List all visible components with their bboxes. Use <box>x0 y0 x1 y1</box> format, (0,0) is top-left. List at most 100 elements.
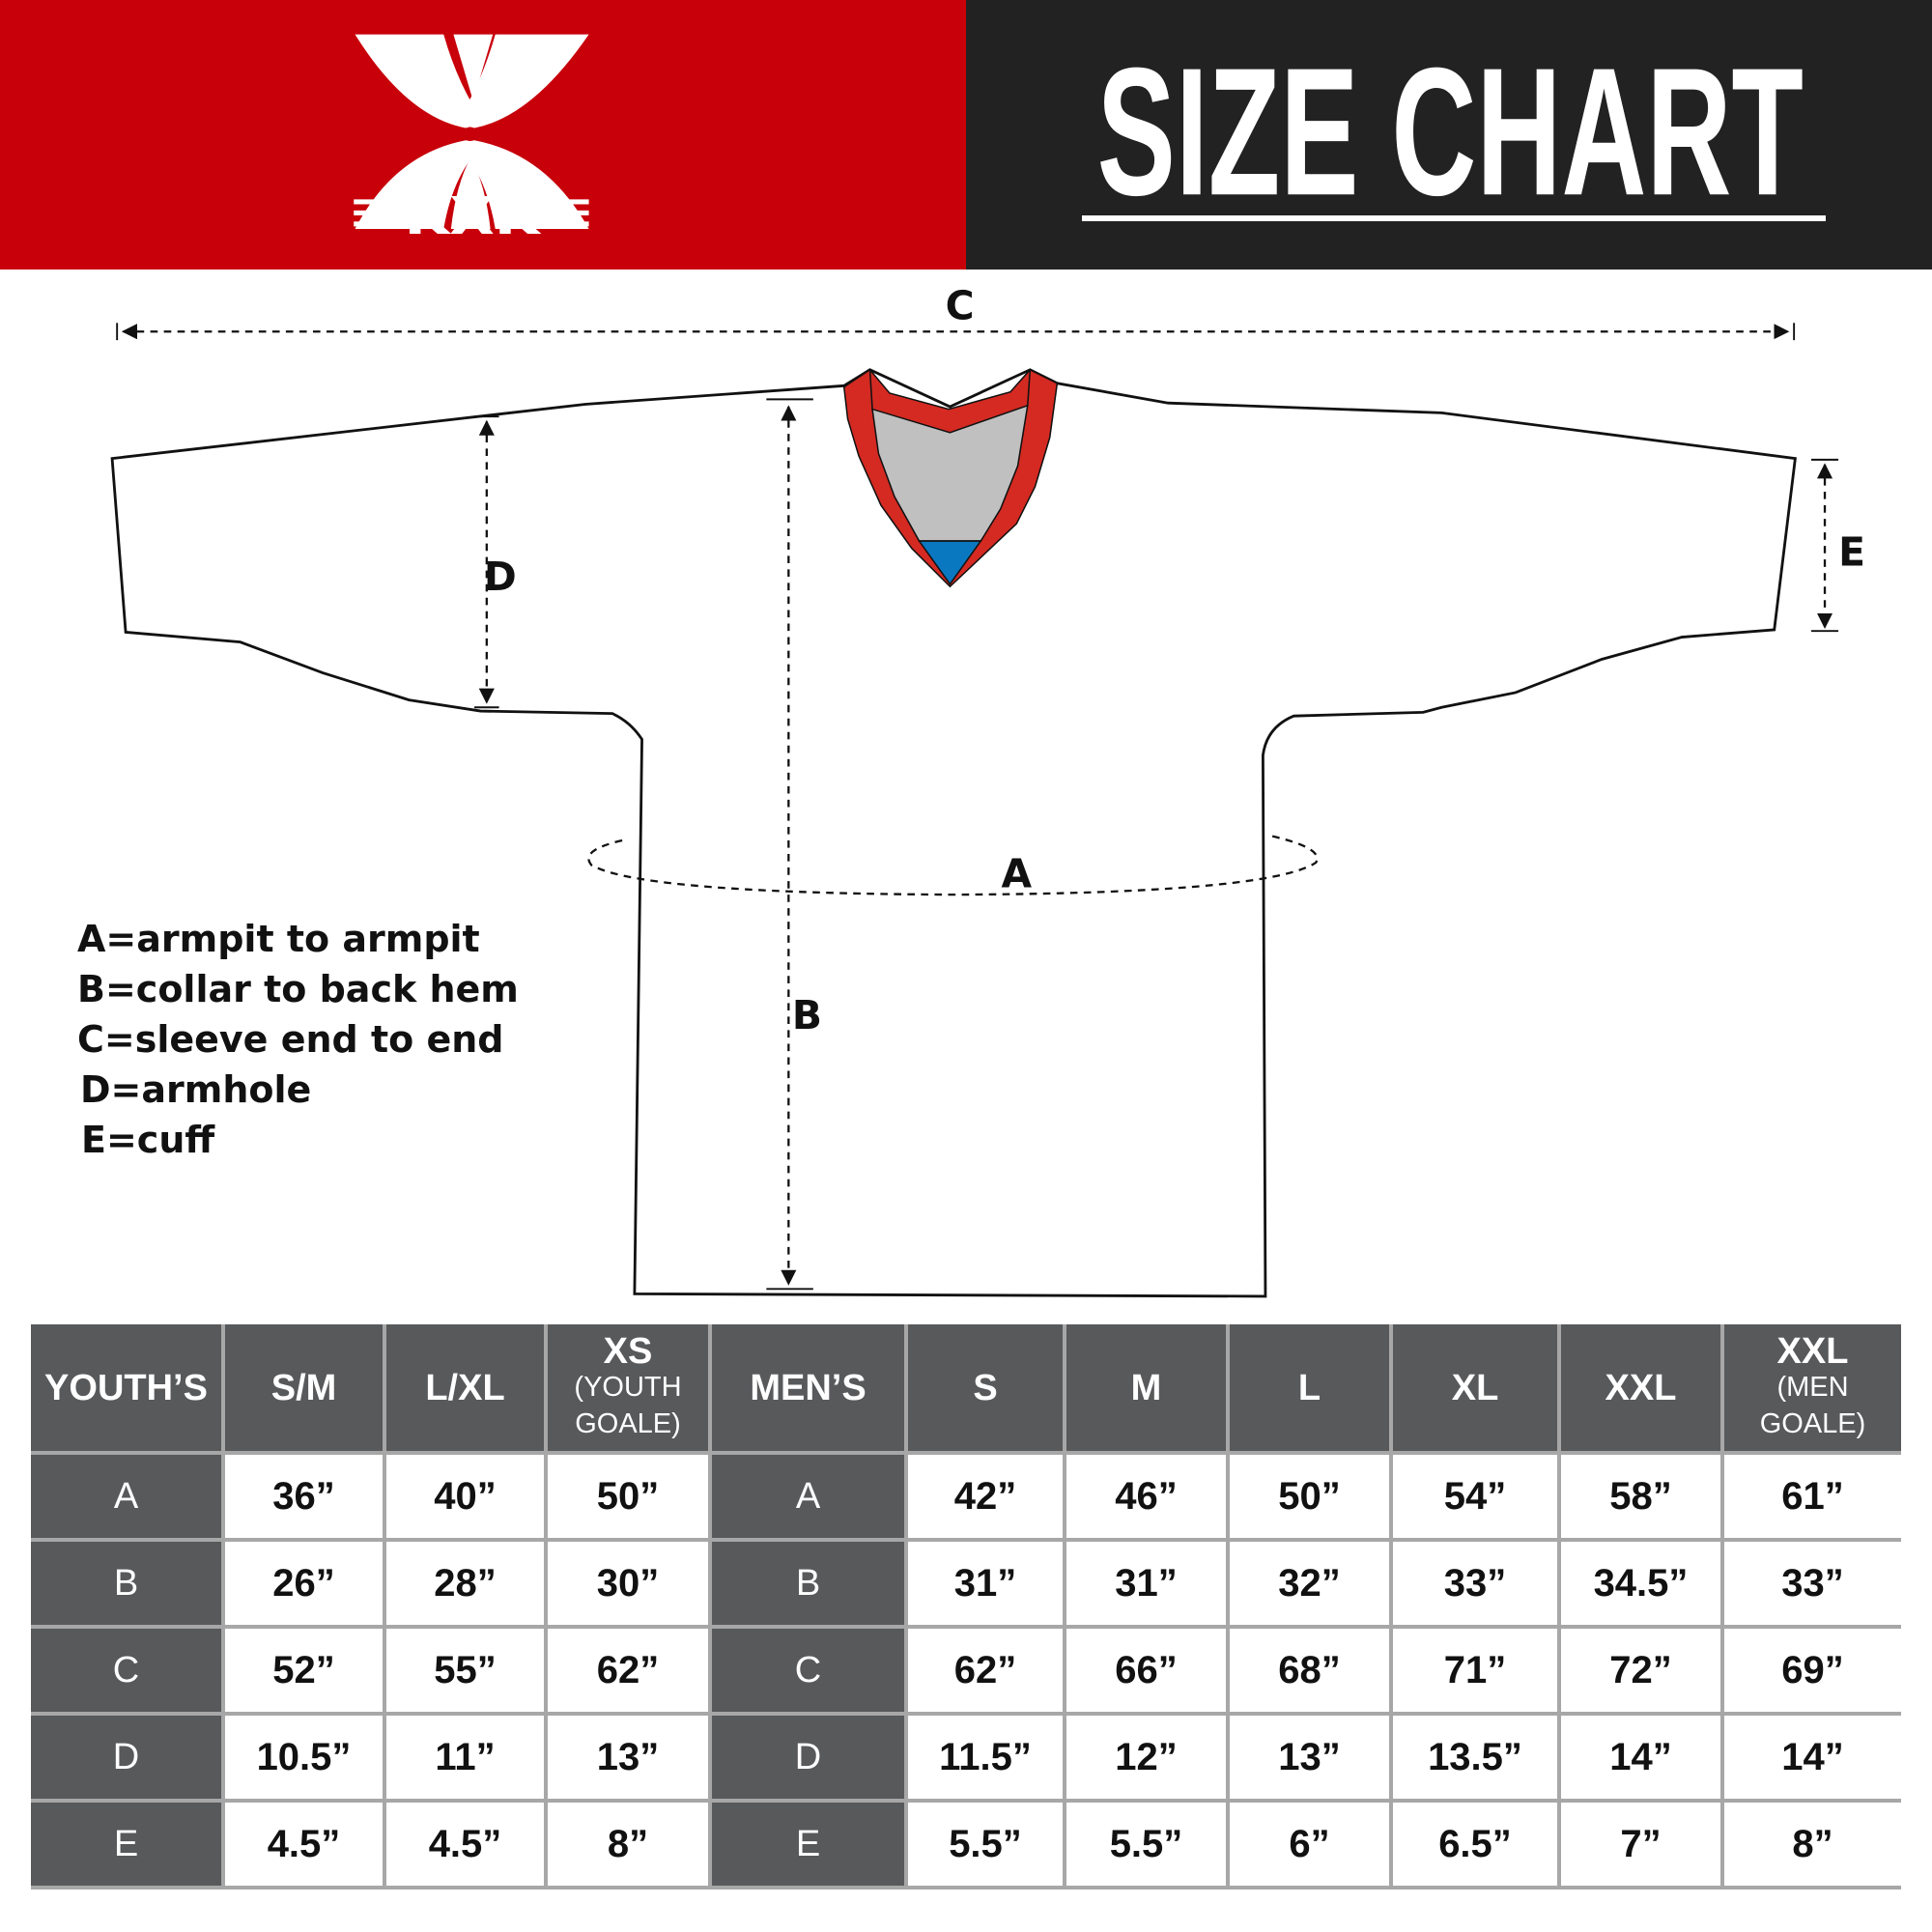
men-value: 42” <box>908 1455 1063 1538</box>
men-value: 11.5” <box>908 1716 1063 1799</box>
men-value: 34.5” <box>1561 1542 1720 1625</box>
size-table: YOUTH’S S/M L/XL XS (YOUTH GOALE) MEN’S S M L XL XX… <box>31 1324 1901 1889</box>
size-label: XXL <box>1605 1367 1677 1408</box>
legend-item: A=armpit to armpit <box>77 918 480 960</box>
brand-banner: KXK <box>0 0 966 270</box>
men-value: 50” <box>1230 1455 1389 1538</box>
youth-value: 28” <box>386 1542 544 1625</box>
youth-value: 4.5” <box>225 1803 383 1886</box>
row-key: E <box>31 1803 221 1886</box>
row-key: B <box>31 1542 221 1625</box>
row-key: C <box>31 1629 221 1712</box>
men-value: 58” <box>1561 1455 1720 1538</box>
men-value: 54” <box>1393 1455 1557 1538</box>
men-value: 68” <box>1230 1629 1389 1712</box>
jersey-diagram: C D B E A <box>110 282 1865 1298</box>
size-label: S/M <box>270 1367 337 1408</box>
kxk-logo: KXK <box>354 34 589 246</box>
title-graphic: SIZE CHART <box>1097 29 1804 233</box>
youth-value: 13” <box>548 1716 708 1799</box>
label-e: E <box>1838 529 1865 576</box>
men-value: 31” <box>1066 1542 1226 1625</box>
youth-value: 36” <box>225 1455 383 1538</box>
legend-item: D=armhole <box>80 1068 312 1111</box>
men-value: 13” <box>1230 1716 1389 1799</box>
men-value: 66” <box>1066 1629 1226 1712</box>
row-key: D <box>31 1716 221 1799</box>
men-value: 6” <box>1230 1803 1389 1886</box>
youth-value: 40” <box>386 1455 544 1538</box>
size-note: (MEN <box>1776 1371 1849 1403</box>
men-size-header: XL <box>1393 1324 1557 1451</box>
dimension-a-ellipse <box>587 834 1319 896</box>
label-a: A <box>1002 850 1033 896</box>
men-size-header: S <box>908 1324 1063 1451</box>
size-label: XL <box>1451 1367 1499 1408</box>
men-value: 31” <box>908 1542 1063 1625</box>
men-value: 72” <box>1561 1629 1720 1712</box>
label-d: D <box>484 554 517 600</box>
men-value: 71” <box>1393 1629 1557 1712</box>
label-b: B <box>792 992 822 1038</box>
men-value: 33” <box>1724 1542 1901 1625</box>
size-note: GOALE) <box>1759 1407 1866 1439</box>
row-key: A <box>31 1455 221 1538</box>
jersey-outline <box>110 368 1797 1298</box>
row-key: E <box>712 1803 904 1886</box>
youth-value: 8” <box>548 1803 708 1886</box>
men-value: 62” <box>908 1629 1063 1712</box>
youth-value: 62” <box>548 1629 708 1712</box>
youth-value: 55” <box>386 1629 544 1712</box>
size-label: XXL <box>1776 1330 1849 1372</box>
men-value: 46” <box>1066 1455 1226 1538</box>
size-label: M <box>1130 1367 1162 1408</box>
youth-value: 30” <box>548 1542 708 1625</box>
youth-size-header: XS (YOUTH GOALE) <box>548 1324 708 1451</box>
size-label: L/XL <box>425 1367 505 1408</box>
legend-item: C=sleeve end to end <box>77 1018 504 1061</box>
men-value: 7” <box>1561 1803 1720 1886</box>
row-key: A <box>712 1455 904 1538</box>
men-value: 32” <box>1230 1542 1389 1625</box>
youth-size-header: S/M <box>225 1324 383 1451</box>
logo-text: KXK <box>404 185 542 246</box>
men-size-header: XXL <box>1561 1324 1720 1451</box>
youth-header: YOUTH’S <box>31 1324 221 1451</box>
youth-value: 4.5” <box>386 1803 544 1886</box>
label-c: C <box>946 282 975 328</box>
men-value: 5.5” <box>1066 1803 1226 1886</box>
collar <box>842 368 1059 588</box>
youth-value: 26” <box>225 1542 383 1625</box>
row-key: C <box>712 1629 904 1712</box>
size-label: L <box>1297 1367 1321 1408</box>
men-size-header: XXL (MEN GOALE) <box>1724 1324 1901 1451</box>
youth-value: 52” <box>225 1629 383 1712</box>
men-value: 69” <box>1724 1629 1901 1712</box>
men-header: MEN’S <box>712 1324 904 1451</box>
men-value: 14” <box>1724 1716 1901 1799</box>
men-value: 12” <box>1066 1716 1226 1799</box>
men-value: 61” <box>1724 1455 1901 1538</box>
youth-value: 11” <box>386 1716 544 1799</box>
men-value: 13.5” <box>1393 1716 1557 1799</box>
size-note: (YOUTH <box>574 1371 682 1403</box>
youth-size-header: L/XL <box>386 1324 544 1451</box>
legend-item: E=cuff <box>81 1119 215 1161</box>
men-value: 14” <box>1561 1716 1720 1799</box>
page-title: SIZE CHART <box>1097 29 1804 233</box>
title-underline <box>1082 215 1826 221</box>
men-value: 5.5” <box>908 1803 1063 1886</box>
measurement-legend: A=armpit to armpit B=collar to back hem … <box>77 914 519 1165</box>
men-value: 6.5” <box>1393 1803 1557 1886</box>
men-value: 33” <box>1393 1542 1557 1625</box>
men-size-header: M <box>1066 1324 1226 1451</box>
men-value: 8” <box>1724 1803 1901 1886</box>
size-label: XS <box>603 1330 653 1372</box>
youth-value: 50” <box>548 1455 708 1538</box>
title-banner: SIZE CHART <box>966 0 1932 270</box>
men-size-header: L <box>1230 1324 1389 1451</box>
legend-item: B=collar to back hem <box>77 968 519 1010</box>
row-key: B <box>712 1542 904 1625</box>
row-key: D <box>712 1716 904 1799</box>
size-label: S <box>973 1367 998 1408</box>
